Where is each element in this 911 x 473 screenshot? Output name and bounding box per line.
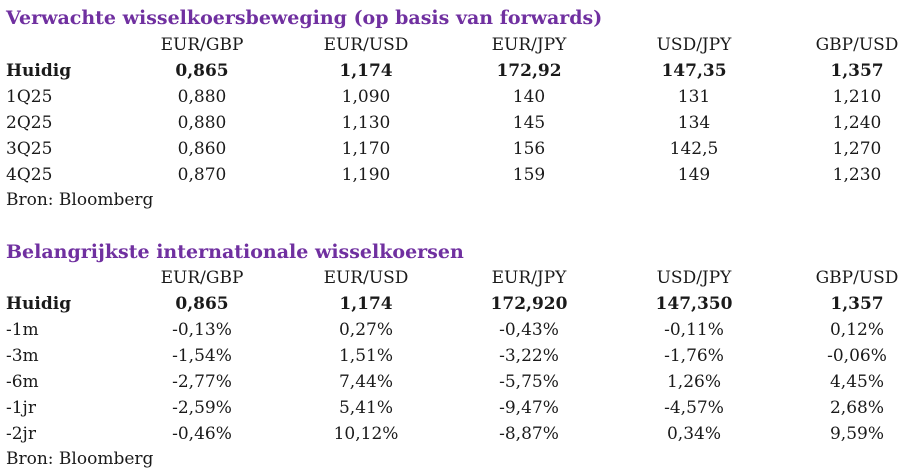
- table-cell: 0,870: [177, 165, 227, 185]
- table-cell: 0,860: [177, 139, 227, 159]
- row-label: -1m: [6, 320, 39, 340]
- rates-row: -3m -1,54% 1,51% -3,22% -1,76% -0,06%: [0, 343, 911, 369]
- table-cell: 1,174: [339, 61, 393, 81]
- row-label: -2jr: [6, 424, 36, 444]
- row-label: Huidig: [6, 61, 72, 81]
- table-cell: 0,880: [177, 113, 227, 133]
- rates-col-header: EUR/GBP: [160, 268, 244, 288]
- rates-header-row: EUR/GBP EUR/USD EUR/JPY USD/JPY GBP/USD: [0, 265, 911, 291]
- table-cell: 0,27%: [338, 320, 394, 340]
- table-cell: 1,090: [341, 87, 391, 107]
- table-cell: 10,12%: [333, 424, 399, 444]
- table-cell: -0,06%: [827, 346, 887, 366]
- table-cell: 149: [677, 165, 711, 185]
- table-cell: 134: [677, 113, 711, 133]
- table-cell: 1,230: [832, 165, 882, 185]
- table-cell: 9,59%: [829, 424, 885, 444]
- table-cell: 172,92: [496, 61, 562, 81]
- table-cell: 172,920: [490, 294, 568, 314]
- row-label: 1Q25: [6, 87, 53, 107]
- forecast-col-header: EUR/JPY: [491, 35, 567, 55]
- table-cell: 131: [677, 87, 711, 107]
- table-cell: 0,12%: [829, 320, 885, 340]
- table-cell: 1,26%: [666, 372, 722, 392]
- forecast-row: 1Q25 0,880 1,090 140 131 1,210: [0, 84, 911, 110]
- table-cell: 0,865: [175, 294, 229, 314]
- table-cell: 1,174: [339, 294, 393, 314]
- rates-row-current: Huidig 0,865 1,174 172,920 147,350 1,357: [0, 291, 911, 317]
- table-cell: 0,880: [177, 87, 227, 107]
- table-cell: 1,357: [830, 61, 884, 81]
- forecast-source: Bron: Bloomberg: [6, 190, 154, 210]
- table-cell: 147,35: [661, 61, 727, 81]
- table-cell: 1,240: [832, 113, 882, 133]
- forecast-col-header: GBP/USD: [815, 35, 899, 55]
- table-cell: 1,190: [341, 165, 391, 185]
- rates-row: -1jr -2,59% 5,41% -9,47% -4,57% 2,68%: [0, 395, 911, 421]
- row-label: 2Q25: [6, 113, 53, 133]
- forecast-col-header: USD/JPY: [656, 35, 732, 55]
- table-cell: 0,34%: [666, 424, 722, 444]
- table-cell: -0,46%: [172, 424, 232, 444]
- table-cell: -4,57%: [664, 398, 724, 418]
- table-cell: 4,45%: [829, 372, 885, 392]
- table-cell: 156: [512, 139, 546, 159]
- table-cell: -9,47%: [499, 398, 559, 418]
- forecast-row: 2Q25 0,880 1,130 145 134 1,240: [0, 110, 911, 136]
- rates-col-header: EUR/USD: [323, 268, 409, 288]
- forecast-header-row: EUR/GBP EUR/USD EUR/JPY USD/JPY GBP/USD: [0, 32, 911, 58]
- rates-row: -1m -0,13% 0,27% -0,43% -0,11% 0,12%: [0, 317, 911, 343]
- table-cell: 1,357: [830, 294, 884, 314]
- table-cell: 0,865: [175, 61, 229, 81]
- table-cell: 1,210: [832, 87, 882, 107]
- table-cell: -0,11%: [664, 320, 724, 340]
- forecast-row-current: Huidig 0,865 1,174 172,92 147,35 1,357: [0, 58, 911, 84]
- table-cell: -1,54%: [172, 346, 232, 366]
- table-cell: -1,76%: [664, 346, 724, 366]
- rates-row: -6m -2,77% 7,44% -5,75% 1,26% 4,45%: [0, 369, 911, 395]
- row-label: -6m: [6, 372, 39, 392]
- table-cell: 147,350: [655, 294, 733, 314]
- table-cell: 1,170: [341, 139, 391, 159]
- rates-col-header: EUR/JPY: [491, 268, 567, 288]
- rates-col-header: GBP/USD: [815, 268, 899, 288]
- rates-source: Bron: Bloomberg: [6, 449, 154, 469]
- row-label: -3m: [6, 346, 39, 366]
- forecast-col-header: EUR/GBP: [160, 35, 244, 55]
- table-cell: 2,68%: [829, 398, 885, 418]
- table-cell: 1,51%: [338, 346, 394, 366]
- table-cell: 159: [512, 165, 546, 185]
- table-cell: 142,5: [669, 139, 719, 159]
- table-cell: 5,41%: [338, 398, 394, 418]
- table-cell: -3,22%: [499, 346, 559, 366]
- table-cell: 1,130: [341, 113, 391, 133]
- forecast-title: Verwachte wisselkoersbeweging (op basis …: [6, 7, 603, 29]
- table-cell: -0,13%: [172, 320, 232, 340]
- table-cell: -2,59%: [172, 398, 232, 418]
- rates-row: -2jr -0,46% 10,12% -8,87% 0,34% 9,59%: [0, 421, 911, 447]
- forecast-row: 4Q25 0,870 1,190 159 149 1,230: [0, 162, 911, 188]
- rates-col-header: USD/JPY: [656, 268, 732, 288]
- table-cell: -2,77%: [172, 372, 232, 392]
- row-label: -1jr: [6, 398, 36, 418]
- row-label: 4Q25: [6, 165, 53, 185]
- forecast-col-header: EUR/USD: [323, 35, 409, 55]
- rates-title: Belangrijkste internationale wisselkoers…: [6, 241, 464, 263]
- table-cell: 1,270: [832, 139, 882, 159]
- table-cell: -5,75%: [499, 372, 559, 392]
- row-label: 3Q25: [6, 139, 53, 159]
- forecast-row: 3Q25 0,860 1,170 156 142,5 1,270: [0, 136, 911, 162]
- table-cell: 145: [512, 113, 546, 133]
- table-cell: 7,44%: [338, 372, 394, 392]
- table-cell: -0,43%: [499, 320, 559, 340]
- row-label: Huidig: [6, 294, 72, 314]
- table-cell: -8,87%: [499, 424, 559, 444]
- table-cell: 140: [512, 87, 546, 107]
